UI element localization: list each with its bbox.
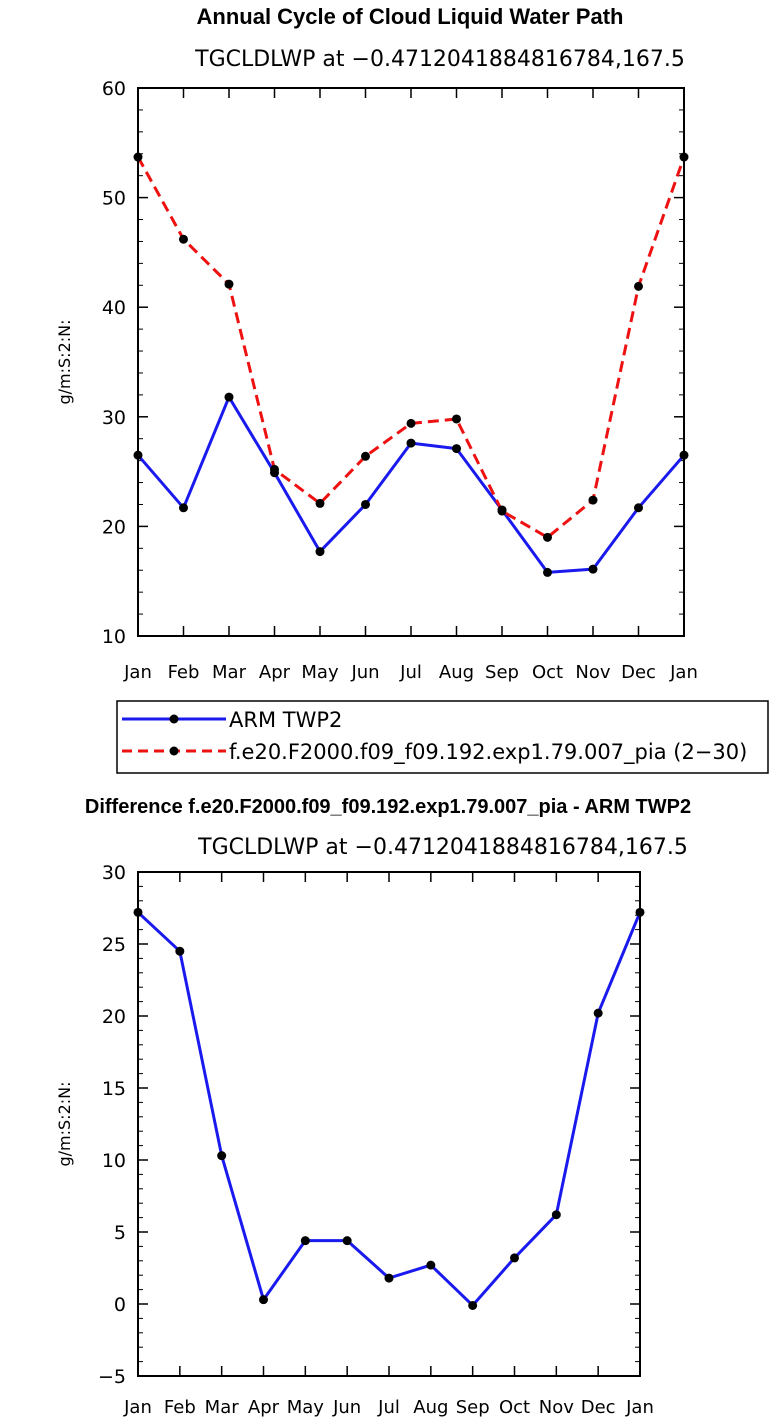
data-point <box>679 450 689 460</box>
x-tick-label: Jul <box>399 662 422 683</box>
y-tick-label: 30 <box>102 862 126 884</box>
y-tick-label: 10 <box>102 626 126 648</box>
y-tick-label: 40 <box>102 297 126 319</box>
legend-label-model: f.e20.F2000.f09_f09.192.exp1.79.007_pia … <box>229 740 747 765</box>
x-tick-label: Jan <box>123 662 152 683</box>
legend-marker-model <box>169 746 179 756</box>
data-point <box>452 444 461 454</box>
difference-chart: Difference f.e20.F2000.f09_f09.192.exp1.… <box>55 796 691 1418</box>
data-point <box>679 152 689 162</box>
series-line <box>136 911 642 1307</box>
data-point <box>634 503 643 513</box>
data-point <box>593 1008 603 1018</box>
data-point <box>342 1236 352 1246</box>
chart-subtitle: TGCLDLWP at −0.4712041884816784,167.5 <box>194 47 685 72</box>
chart-subtitle: TGCLDLWP at −0.4712041884816784,167.5 <box>197 835 688 860</box>
x-tick-label: Sep <box>456 1397 490 1418</box>
x-tick-label: Mar <box>212 662 247 683</box>
data-point <box>634 281 643 291</box>
x-tick-label: Apr <box>259 662 291 683</box>
data-point <box>133 152 143 162</box>
data-point <box>315 547 325 557</box>
data-point <box>217 1151 227 1161</box>
data-point <box>406 418 416 428</box>
x-tick-label: Oct <box>499 1397 530 1418</box>
data-point <box>315 498 325 508</box>
data-point <box>588 564 598 574</box>
data-point <box>384 1273 394 1283</box>
x-tick-label: Nov <box>539 1397 574 1418</box>
data-point <box>452 414 461 424</box>
data-point <box>588 495 598 505</box>
data-point <box>361 499 370 509</box>
data-point <box>270 464 279 474</box>
plot-area: 10 20 30 40 50 60 Jan Feb Mar Apr May Jun Jul Aug Sep O… <box>102 78 698 683</box>
y-tick-label: 25 <box>102 934 126 956</box>
x-tick-label: Aug <box>439 662 474 683</box>
data-point <box>426 1260 436 1270</box>
plot-frame <box>137 87 685 637</box>
x-tick-label: Apr <box>248 1397 280 1418</box>
x-tick-label: Nov <box>575 662 610 683</box>
data-point <box>406 438 416 448</box>
x-tick-label: Dec <box>621 662 656 683</box>
y-tick-label: 10 <box>102 1150 126 1172</box>
x-tick-label: Jun <box>350 662 379 683</box>
plot-frame <box>137 871 641 1377</box>
x-tick-label: Dec <box>581 1397 616 1418</box>
y-axis-label: g/m:S:2:N: <box>55 320 74 405</box>
data-point <box>300 1236 310 1246</box>
chart-title: Difference f.e20.F2000.f09_f09.192.exp1.… <box>85 796 691 818</box>
x-tick-label: Sep <box>485 662 519 683</box>
x-tick-label: Jan <box>123 1397 152 1418</box>
chart-title: Annual Cycle of Cloud Liquid Water Path <box>197 4 624 29</box>
data-point <box>468 1300 478 1310</box>
y-tick-label: 30 <box>102 407 126 429</box>
x-tick-label: Feb <box>164 1397 196 1418</box>
y-tick-label: 20 <box>102 1006 126 1028</box>
x-tick-label: Feb <box>168 662 200 683</box>
plot-area: −5 0 5 10 15 20 25 30 Jan Feb Mar Apr May Jun Jul Aug Se… <box>98 862 654 1418</box>
x-tick-label: Jul <box>377 1397 400 1418</box>
y-tick-label: −5 <box>98 1366 126 1388</box>
x-tick-label: Jun <box>332 1397 361 1418</box>
x-tick-label: Jan <box>625 1397 654 1418</box>
data-point <box>224 279 234 289</box>
y-tick-label: 50 <box>102 188 126 210</box>
data-point <box>361 451 370 461</box>
legend: ARM TWP2 f.e20.F2000.f09_f09.192.exp1.79… <box>116 700 769 774</box>
x-tick-label: Jan <box>669 662 698 683</box>
x-tick-label: Oct <box>532 662 563 683</box>
y-tick-label: 60 <box>102 78 126 100</box>
y-tick-label: 20 <box>102 516 126 538</box>
legend-label-arm: ARM TWP2 <box>229 708 342 732</box>
data-point <box>510 1253 519 1263</box>
legend-marker-arm <box>169 714 179 724</box>
x-tick-label: May <box>287 1397 325 1418</box>
data-point <box>543 567 552 577</box>
annual-cycle-chart: Annual Cycle of Cloud Liquid Water Path … <box>55 4 698 683</box>
y-tick-label: 5 <box>114 1222 126 1244</box>
y-tick-label: 0 <box>114 1294 126 1316</box>
x-tick-label: Mar <box>205 1397 240 1418</box>
data-point <box>551 1210 561 1220</box>
series-line <box>136 156 686 539</box>
data-point <box>175 946 185 956</box>
data-point <box>179 503 188 513</box>
data-point <box>259 1295 268 1305</box>
y-tick-label: 15 <box>102 1078 126 1100</box>
data-point <box>133 907 143 917</box>
data-point <box>133 450 143 460</box>
data-point <box>179 234 188 244</box>
data-point <box>224 392 234 402</box>
legend-box <box>116 700 769 774</box>
y-axis-label: g/m:S:2:N: <box>55 1082 74 1167</box>
x-tick-label: Aug <box>413 1397 448 1418</box>
data-point <box>635 907 645 917</box>
data-point <box>497 506 507 516</box>
data-point <box>543 532 552 542</box>
x-tick-label: May <box>301 662 339 683</box>
